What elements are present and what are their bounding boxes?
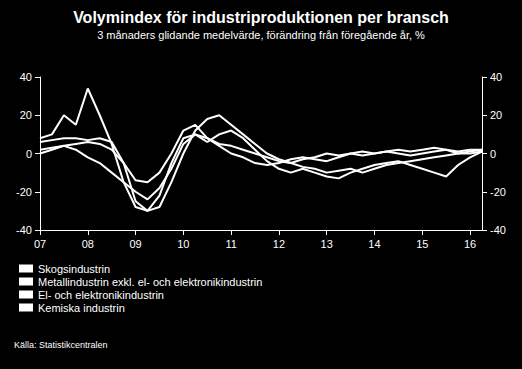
svg-text:40: 40 bbox=[20, 71, 32, 83]
svg-text:07: 07 bbox=[34, 238, 46, 250]
svg-text:13: 13 bbox=[321, 238, 333, 250]
svg-text:15: 15 bbox=[416, 238, 428, 250]
svg-text:Volymindex för industriprodukt: Volymindex för industriproduktionen per … bbox=[73, 9, 449, 26]
svg-text:3 månaders glidande medelvärde: 3 månaders glidande medelvärde, förändri… bbox=[97, 29, 425, 41]
svg-text:0: 0 bbox=[26, 148, 32, 160]
svg-text:10: 10 bbox=[177, 238, 189, 250]
svg-text:20: 20 bbox=[20, 109, 32, 121]
svg-text:-20: -20 bbox=[490, 186, 506, 198]
svg-text:El- och elektronikindustrin: El- och elektronikindustrin bbox=[38, 289, 164, 301]
svg-text:12: 12 bbox=[273, 238, 285, 250]
svg-text:-40: -40 bbox=[490, 224, 506, 236]
svg-text:14: 14 bbox=[368, 238, 380, 250]
svg-text:09: 09 bbox=[129, 238, 141, 250]
svg-text:0: 0 bbox=[490, 148, 496, 160]
svg-text:Kemiska industrin: Kemiska industrin bbox=[38, 302, 125, 314]
svg-text:16: 16 bbox=[464, 238, 476, 250]
svg-text:11: 11 bbox=[225, 238, 236, 250]
svg-text:40: 40 bbox=[490, 71, 502, 83]
svg-text:Källa: Statistikcentralen: Källa: Statistikcentralen bbox=[14, 340, 108, 350]
svg-text:20: 20 bbox=[490, 109, 502, 121]
svg-text:08: 08 bbox=[82, 238, 94, 250]
svg-text:-20: -20 bbox=[16, 186, 32, 198]
svg-text:Skogsindustrin: Skogsindustrin bbox=[38, 263, 110, 275]
svg-text:-40: -40 bbox=[16, 224, 32, 236]
svg-text:Metallindustrin exkl. el- och: Metallindustrin exkl. el- och elektronik… bbox=[38, 276, 262, 288]
